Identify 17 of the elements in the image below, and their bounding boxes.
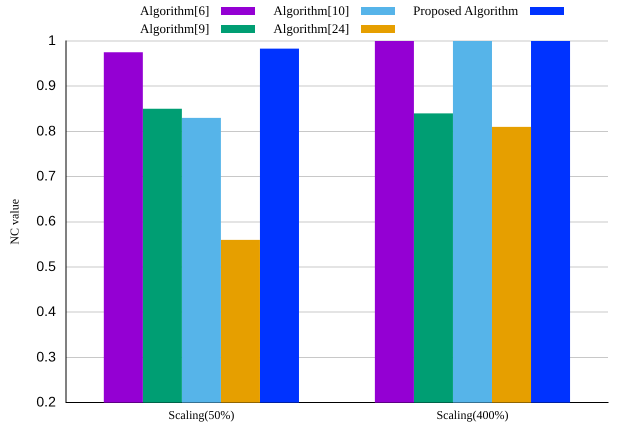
legend-label: Algorithm[10]: [273, 3, 350, 19]
legend-label: Algorithm[6]: [140, 3, 210, 19]
y-tick-label: 0.7: [36, 167, 56, 184]
y-tick-label: 1: [48, 32, 56, 48]
y-tick-label: 0.6: [36, 212, 56, 229]
legend-label: Algorithm[24]: [273, 21, 350, 37]
y-tick-label: 0.4: [36, 303, 56, 320]
y-axis-title: NC value: [7, 198, 22, 245]
y-tick-label: 0.5: [36, 258, 56, 274]
x-tick-label: Scaling(50%): [168, 408, 234, 422]
y-tick-label: 0.8: [36, 122, 56, 138]
x-tick-label: Scaling(400%): [436, 408, 508, 422]
legend-label: Algorithm[9]: [140, 21, 210, 37]
y-tick-label: 0.3: [36, 348, 56, 364]
y-tick-label: 0.2: [36, 393, 56, 410]
legend-label: Proposed Algorithm: [413, 3, 518, 19]
y-tick-label: 0.9: [36, 77, 56, 94]
